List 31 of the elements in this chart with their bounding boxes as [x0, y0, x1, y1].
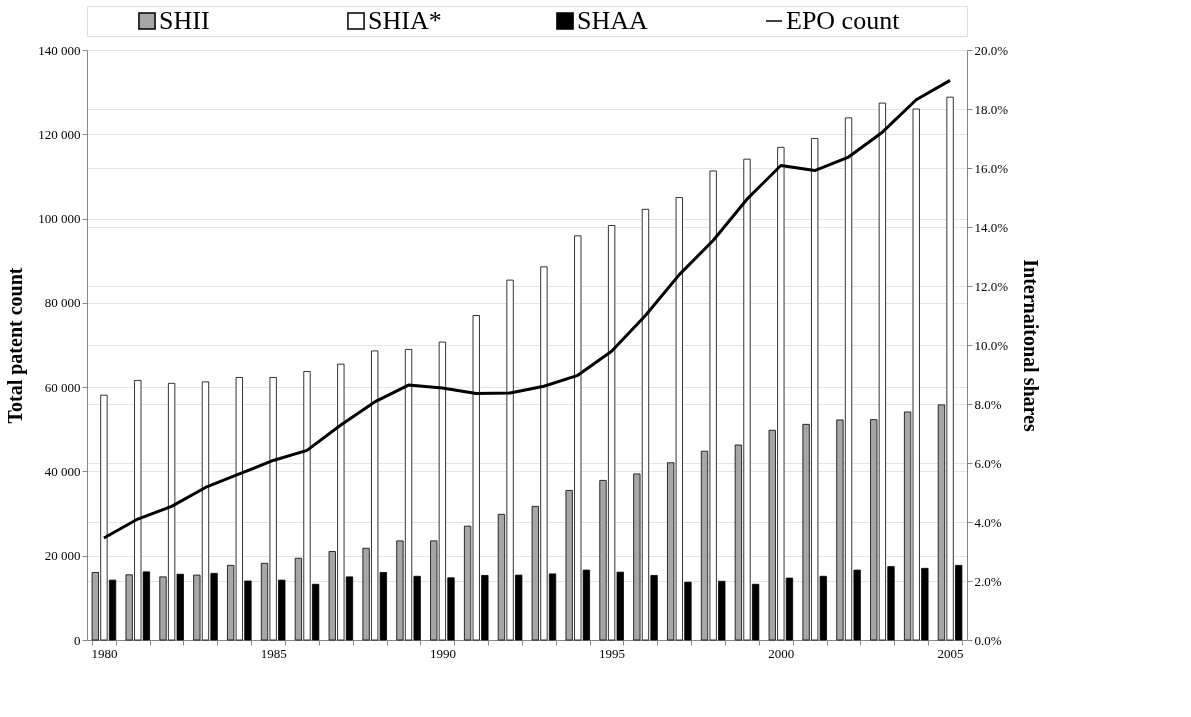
y2-tick-label: 16.0%: [974, 160, 1009, 176]
y2-tick-label: 4.0%: [974, 514, 1002, 530]
legend-label: SHIA*: [368, 6, 442, 35]
y2-tick-label: 14.0%: [974, 219, 1009, 235]
y-axis-title: Total patent count: [4, 267, 28, 424]
x-tick-label: 1990: [429, 645, 456, 661]
y2-tick-label: 8.0%: [974, 396, 1002, 412]
y2-axis-title: Internaitonal shares: [1020, 259, 1043, 432]
y-tick-label: 60 000: [44, 379, 81, 395]
y2-tick-label: 10.0%: [974, 337, 1009, 353]
legend-label: EPO count: [786, 6, 901, 35]
y2-tick-label: 2.0%: [974, 573, 1002, 589]
y-tick-label: 120 000: [38, 126, 81, 142]
y2-tick-label: 20.0%: [974, 42, 1009, 58]
legend-label: SHAA: [577, 6, 649, 35]
y-tick-label: 80 000: [44, 295, 81, 311]
x-tick-label: 2005: [937, 645, 964, 661]
x-tick-label: 1985: [260, 645, 287, 661]
y-tick-label: 140 000: [38, 42, 81, 58]
x-tick-label: 2000: [768, 645, 795, 661]
x-tick-label: 1980: [91, 645, 118, 661]
x-tick-label: 1995: [599, 645, 626, 661]
y-tick-label: 100 000: [38, 211, 81, 227]
y-tick-label: 20 000: [44, 548, 81, 564]
y-tick-label: 0: [74, 632, 81, 648]
y-tick-label: 40 000: [44, 463, 81, 479]
y2-tick-label: 0.0%: [974, 632, 1002, 648]
y2-tick-label: 12.0%: [974, 278, 1009, 294]
legend-label: SHII: [159, 6, 210, 35]
y2-tick-label: 18.0%: [974, 101, 1009, 117]
y2-tick-label: 6.0%: [974, 455, 1002, 471]
